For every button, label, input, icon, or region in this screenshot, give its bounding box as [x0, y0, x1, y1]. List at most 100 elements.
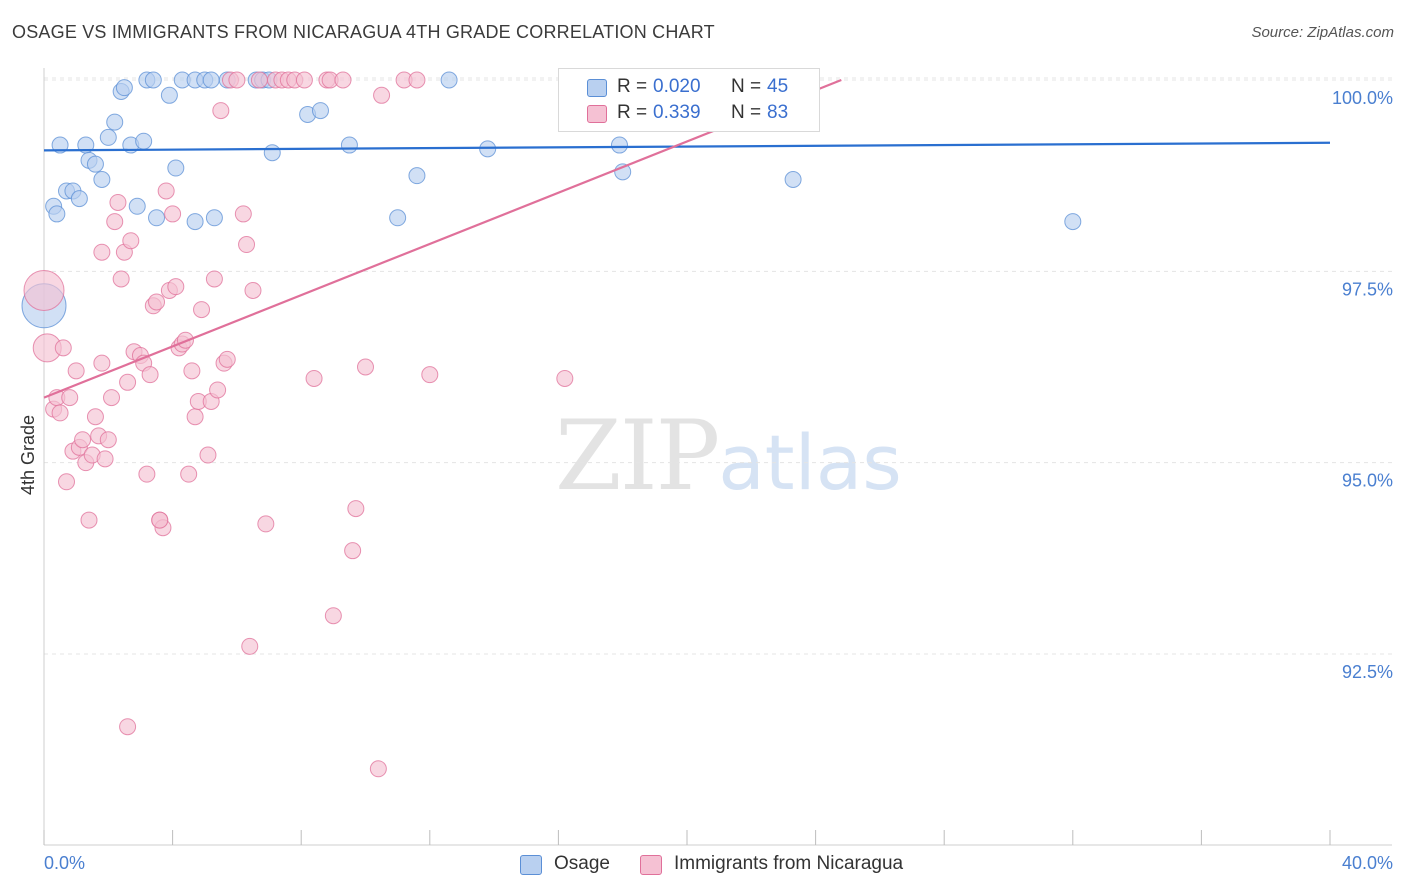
- nicaragua-point: [106, 213, 124, 231]
- stats-swatch-osage: [587, 79, 607, 97]
- y-tick-label: 95.0%: [1342, 471, 1393, 491]
- nicaragua-point: [334, 71, 352, 89]
- nicaragua-point: [93, 354, 111, 372]
- nicaragua-point: [148, 293, 166, 311]
- osage-point: [148, 209, 166, 227]
- chart-title: OSAGE VS IMMIGRANTS FROM NICARAGUA 4TH G…: [12, 22, 715, 42]
- nicaragua-point: [193, 301, 211, 319]
- nicaragua-point: [80, 511, 98, 529]
- nicaragua-point: [324, 607, 342, 625]
- osage-point: [135, 132, 153, 150]
- nicaragua-point: [96, 450, 114, 468]
- watermark-zip: ZIP: [555, 400, 720, 512]
- legend-swatch-nicaragua: [640, 855, 662, 875]
- osage-point: [144, 71, 162, 89]
- osage-point: [128, 197, 146, 215]
- legend-label-nicaragua: Immigrants from Nicaragua: [674, 853, 904, 874]
- stats-row-osage: R = 0.020 N = 45: [559, 73, 819, 101]
- nicaragua-point: [218, 350, 236, 368]
- grid-lines: [44, 77, 1392, 655]
- nicaragua-point: [228, 71, 246, 89]
- x-tick-label-max: 40.0%: [1342, 853, 1393, 873]
- nicaragua-point: [238, 236, 256, 254]
- legend-swatch-osage: [520, 855, 542, 875]
- nicaragua-point: [61, 389, 79, 407]
- x-tick-label-min: 0.0%: [44, 853, 85, 873]
- nicaragua-point: [186, 408, 204, 426]
- tick-labels: 92.5% 95.0% 97.5% 100.0% 0.0% 40.0% 4th Grade: [18, 88, 1393, 873]
- osage-point: [610, 136, 628, 154]
- stats-r-value: 0.020: [653, 76, 701, 97]
- trend-lines: [43, 78, 1331, 399]
- y-axis-label: 4th Grade: [18, 415, 38, 495]
- chart-source: Source: ZipAtlas.com: [1251, 24, 1394, 41]
- nicaragua-point: [241, 637, 259, 655]
- nicaragua-point: [141, 366, 159, 384]
- nicaragua-point: [67, 362, 85, 380]
- nicaragua-point: [138, 465, 156, 483]
- nicaragua-point: [109, 193, 127, 211]
- nicaragua-point: [51, 404, 69, 422]
- nicaragua-point: [305, 369, 323, 387]
- nicaragua-point: [93, 243, 111, 261]
- nicaragua-point: [167, 278, 185, 296]
- osage-point: [205, 209, 223, 227]
- y-tick-label: 97.5%: [1342, 279, 1393, 299]
- nicaragua-point: [58, 473, 76, 491]
- osage-point: [408, 167, 426, 185]
- osage-point: [202, 71, 220, 89]
- nicaragua-point: [205, 270, 223, 288]
- correlation-stats-box: R = 0.020 N = 45 R = 0.339 N = 83: [558, 68, 820, 132]
- nicaragua-point: [556, 369, 574, 387]
- chart-legend: Osage Immigrants from Nicaragua: [0, 850, 1406, 880]
- nicaragua-point: [54, 339, 72, 357]
- osage-point: [93, 170, 111, 188]
- osage-point: [1064, 213, 1082, 231]
- stats-n-label: N =: [731, 76, 762, 97]
- nicaragua-point: [23, 269, 65, 311]
- stats-row-nicaragua: R = 0.339 N = 83: [559, 99, 819, 127]
- nicaragua-point: [234, 205, 252, 223]
- stats-n-value: 83: [767, 102, 789, 123]
- nicaragua-point: [119, 373, 137, 391]
- stats-n-value: 45: [767, 76, 789, 97]
- nicaragua-point: [295, 71, 313, 89]
- stats-r-label: R =: [617, 76, 648, 97]
- axes: [43, 68, 1392, 846]
- osage-point: [99, 128, 117, 146]
- nicaragua-point: [183, 362, 201, 380]
- legend-label-osage: Osage: [554, 853, 610, 874]
- osage-trend-line: [43, 141, 1331, 152]
- stats-n-label: N =: [731, 102, 762, 123]
- nicaragua-point: [209, 381, 227, 399]
- nicaragua-point: [408, 71, 426, 89]
- nicaragua-point: [347, 500, 365, 518]
- osage-point: [311, 102, 329, 120]
- nicaragua-point: [151, 511, 169, 529]
- nicaragua-point: [199, 446, 217, 464]
- stats-swatch-nicaragua: [587, 105, 607, 123]
- y-tick-label: 92.5%: [1342, 662, 1393, 682]
- nicaragua-point: [421, 366, 439, 384]
- nicaragua-point: [112, 270, 130, 288]
- nicaragua-point: [180, 465, 198, 483]
- nicaragua-point: [369, 760, 387, 778]
- nicaragua-point: [250, 71, 268, 89]
- nicaragua-point: [103, 389, 121, 407]
- nicaragua-point: [74, 431, 92, 449]
- osage-point: [115, 79, 133, 97]
- series-osage-points: [21, 71, 1082, 329]
- osage-point: [86, 155, 104, 173]
- nicaragua-point: [257, 515, 275, 533]
- osage-point: [70, 190, 88, 208]
- nicaragua-point: [122, 232, 140, 250]
- y-tick-label: 100.0%: [1332, 88, 1393, 108]
- osage-point: [389, 209, 407, 227]
- osage-point: [160, 86, 178, 104]
- osage-point: [167, 159, 185, 177]
- nicaragua-point: [357, 358, 374, 376]
- nicaragua-point: [244, 281, 262, 299]
- osage-point: [48, 205, 66, 223]
- nicaragua-point: [99, 431, 117, 449]
